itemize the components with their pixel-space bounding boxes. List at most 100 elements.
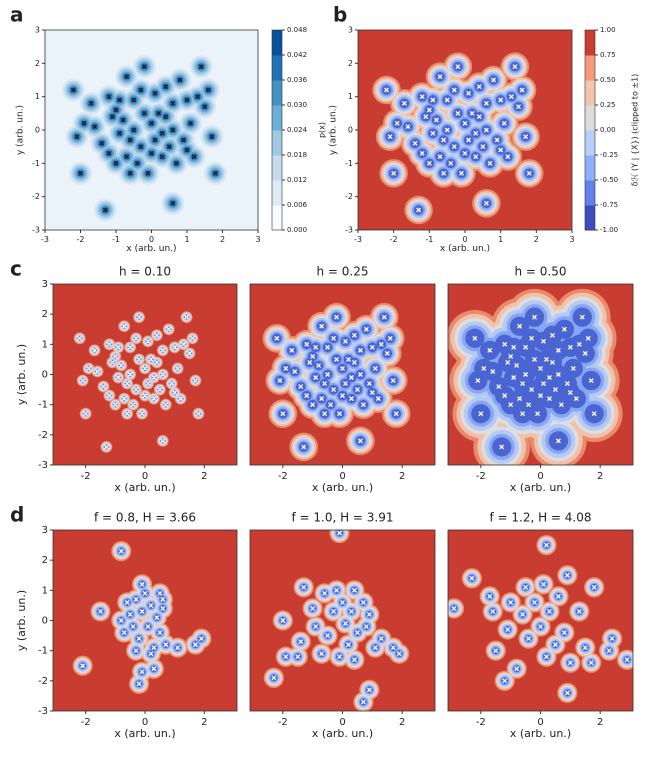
sample-marker bbox=[280, 618, 286, 623]
sample-marker bbox=[351, 359, 357, 365]
sample-marker bbox=[322, 411, 328, 417]
sample-marker bbox=[480, 144, 486, 150]
y-tick-label: 0 bbox=[35, 126, 40, 135]
plot-area bbox=[53, 530, 237, 711]
plot-area bbox=[45, 30, 258, 230]
sample-marker bbox=[271, 675, 277, 681]
sample-marker bbox=[384, 350, 390, 356]
sample-marker bbox=[357, 372, 363, 377]
sample-marker bbox=[310, 402, 316, 408]
sample-marker bbox=[198, 64, 204, 70]
x-tick-label: -2 bbox=[81, 717, 91, 728]
sample-marker bbox=[378, 636, 384, 642]
sample-marker bbox=[124, 411, 130, 417]
sample-marker bbox=[544, 356, 549, 362]
colorbar-tick-label: 0.012 bbox=[287, 176, 307, 184]
sample-marker bbox=[160, 596, 166, 602]
colorbar-tick-label: -0.25 bbox=[600, 151, 618, 159]
sample-marker bbox=[99, 140, 105, 146]
sample-marker bbox=[113, 160, 119, 166]
sample-marker bbox=[142, 366, 148, 371]
sample-marker bbox=[195, 411, 201, 417]
sample-marker bbox=[154, 332, 160, 338]
sample-marker bbox=[579, 314, 585, 320]
sample-marker bbox=[444, 127, 450, 133]
sample-marker bbox=[343, 338, 348, 344]
sample-marker bbox=[520, 612, 526, 617]
sample-marker bbox=[160, 347, 166, 353]
sample-marker bbox=[169, 381, 175, 387]
sample-marker bbox=[120, 117, 126, 123]
x-tick-label: 0 bbox=[462, 235, 467, 244]
sample-marker bbox=[139, 608, 145, 614]
sample-marker bbox=[141, 64, 147, 70]
y-tick-label: 0 bbox=[348, 126, 353, 135]
x-tick-label: -1 bbox=[425, 235, 433, 244]
sample-marker bbox=[498, 97, 504, 103]
sample-marker bbox=[523, 584, 529, 590]
colorbar-tick-label: 0.036 bbox=[287, 76, 308, 84]
sample-marker bbox=[541, 381, 546, 387]
sample-marker bbox=[159, 154, 165, 160]
sample-marker bbox=[532, 599, 537, 605]
sample-marker bbox=[301, 584, 307, 590]
sample-marker bbox=[526, 170, 532, 176]
sample-marker bbox=[340, 393, 345, 399]
sample-marker bbox=[133, 335, 139, 341]
x-tick-label: -2 bbox=[77, 235, 85, 244]
sample-marker bbox=[462, 120, 468, 126]
sample-marker bbox=[131, 127, 137, 133]
sample-marker bbox=[441, 137, 447, 143]
y-tick-label: 3 bbox=[42, 525, 48, 536]
y-tick-label: -3 bbox=[32, 226, 40, 235]
sample-marker bbox=[558, 402, 564, 408]
sample-marker bbox=[483, 100, 489, 106]
x-tick-label: -3 bbox=[354, 235, 362, 244]
x-axis-label: x (arb. un.) bbox=[114, 727, 175, 740]
sample-marker bbox=[517, 396, 523, 402]
sample-marker bbox=[458, 170, 464, 176]
sample-marker bbox=[426, 107, 432, 113]
sample-marker bbox=[163, 84, 169, 90]
sample-marker bbox=[139, 669, 145, 675]
sample-marker bbox=[113, 107, 119, 113]
sample-marker bbox=[523, 344, 529, 350]
panel-title: f = 0.8, H = 3.66 bbox=[94, 511, 196, 525]
y-tick-label: 2 bbox=[348, 59, 353, 68]
x-tick-label: 0 bbox=[142, 471, 148, 482]
sample-marker bbox=[526, 402, 532, 408]
sample-marker bbox=[115, 344, 121, 350]
sample-marker bbox=[441, 170, 447, 176]
colorbar-tick-label: -1.00 bbox=[600, 226, 618, 234]
sample-marker bbox=[351, 332, 357, 338]
panel: -2 0 2 -3 -2 -1 0 1 2 3 x (arb. un.) y (arb. un.) f … bbox=[10, 503, 238, 740]
sample-marker bbox=[154, 615, 160, 620]
panel: -2 0 2 x (arb. un.) f = 1.0, H = 3.91 bbox=[249, 511, 436, 740]
sample-marker bbox=[340, 366, 345, 371]
y-axis-label: y (arb. un.) bbox=[16, 105, 26, 155]
sample-marker bbox=[511, 344, 517, 350]
y-tick-label: -3 bbox=[38, 706, 48, 717]
colorbar-level bbox=[585, 80, 595, 106]
colorbar-level bbox=[585, 155, 595, 181]
sample-marker bbox=[112, 402, 118, 408]
sample-marker bbox=[127, 344, 133, 350]
panel-label: a bbox=[10, 3, 24, 27]
sample-marker bbox=[348, 608, 354, 614]
sample-marker bbox=[334, 587, 339, 593]
sample-marker bbox=[313, 344, 319, 350]
panel-title: h = 0.25 bbox=[316, 265, 368, 279]
sample-marker bbox=[74, 134, 80, 140]
sample-marker bbox=[351, 587, 357, 593]
sample-marker bbox=[124, 599, 130, 605]
panel: -3 -2 -1 0 1 2 3 -3 -2 -1 0 1 2 3 x (arb. un.) y (arb. … bbox=[10, 3, 327, 254]
sample-marker bbox=[478, 411, 484, 417]
sample-marker bbox=[384, 87, 389, 93]
colorbar-tick-label: 0.00 bbox=[600, 126, 616, 134]
sample-marker bbox=[416, 207, 422, 213]
sample-marker bbox=[520, 411, 526, 417]
sample-marker bbox=[118, 548, 124, 554]
sample-marker bbox=[121, 396, 127, 402]
x-axis-label: x (arb. un.) bbox=[510, 727, 571, 740]
sample-marker bbox=[170, 127, 176, 133]
